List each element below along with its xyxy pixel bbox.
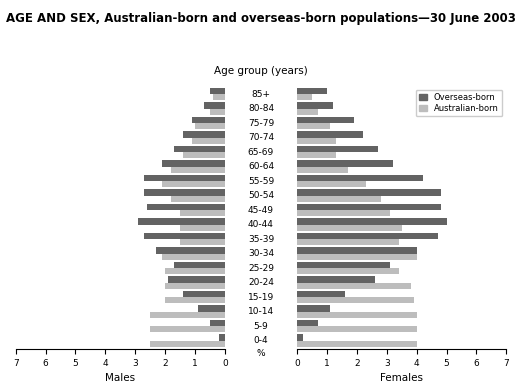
Bar — [138, 218, 225, 225]
Bar — [195, 123, 225, 129]
Bar — [171, 196, 225, 202]
Bar — [180, 210, 225, 216]
Text: Age group (years): Age group (years) — [214, 66, 308, 76]
Bar — [297, 146, 378, 152]
Bar — [150, 326, 225, 332]
Bar — [297, 152, 336, 158]
Bar — [210, 109, 225, 114]
Bar — [192, 138, 225, 144]
Bar — [144, 233, 225, 239]
Bar — [297, 175, 423, 181]
Bar — [297, 204, 441, 210]
Text: %: % — [257, 350, 265, 359]
Text: 25-29: 25-29 — [248, 263, 274, 272]
Bar — [297, 305, 330, 312]
Text: 60-64: 60-64 — [248, 162, 274, 171]
Bar — [162, 181, 225, 187]
Bar — [297, 341, 417, 346]
Text: 15-19: 15-19 — [248, 293, 274, 301]
Bar — [297, 109, 318, 114]
Bar — [297, 334, 303, 341]
Text: 30-34: 30-34 — [248, 249, 274, 258]
Bar — [150, 312, 225, 318]
Bar — [144, 189, 225, 196]
Bar — [297, 326, 417, 332]
Bar — [297, 117, 354, 123]
Bar — [156, 248, 225, 253]
Bar — [297, 210, 389, 216]
Bar — [210, 88, 225, 94]
Bar — [297, 196, 381, 202]
Bar — [297, 262, 389, 268]
Bar — [297, 88, 327, 94]
Text: 45-49: 45-49 — [248, 206, 274, 215]
Bar — [297, 239, 399, 245]
Bar — [165, 268, 225, 274]
Bar — [147, 204, 225, 210]
Text: 0-4: 0-4 — [254, 336, 268, 345]
Bar — [183, 132, 225, 138]
Text: 20-24: 20-24 — [248, 278, 274, 287]
Bar — [162, 253, 225, 260]
Bar — [165, 282, 225, 289]
Bar — [183, 152, 225, 158]
Bar — [219, 334, 225, 341]
Bar — [297, 123, 330, 129]
Bar — [168, 276, 225, 282]
Bar — [174, 262, 225, 268]
Bar — [162, 161, 225, 166]
Text: 80-84: 80-84 — [248, 104, 274, 113]
Bar — [297, 233, 437, 239]
X-axis label: Females: Females — [380, 374, 423, 383]
Text: 5-9: 5-9 — [254, 322, 268, 331]
Bar — [297, 291, 345, 297]
Bar — [174, 146, 225, 152]
Text: 35-39: 35-39 — [248, 234, 274, 244]
Text: 65-69: 65-69 — [248, 147, 274, 156]
Bar — [297, 268, 399, 274]
Bar — [150, 341, 225, 346]
Text: 70-74: 70-74 — [248, 133, 274, 142]
Bar — [297, 102, 333, 109]
Bar — [297, 282, 411, 289]
Bar — [192, 117, 225, 123]
Bar — [297, 253, 417, 260]
Bar — [171, 166, 225, 173]
Bar — [297, 218, 446, 225]
Text: AGE AND SEX, Australian-born and overseas-born populations—30 June 2003: AGE AND SEX, Australian-born and oversea… — [6, 12, 516, 25]
Bar — [297, 161, 393, 166]
Bar — [297, 320, 318, 326]
Bar — [297, 94, 312, 100]
Bar — [213, 94, 225, 100]
Bar — [180, 239, 225, 245]
Bar — [297, 189, 441, 196]
Bar — [297, 132, 363, 138]
Bar — [297, 276, 375, 282]
Bar — [297, 138, 336, 144]
Bar — [297, 248, 417, 253]
Legend: Overseas-born, Australian-born: Overseas-born, Australian-born — [416, 90, 502, 116]
Text: 50-54: 50-54 — [248, 191, 274, 200]
X-axis label: Males: Males — [105, 374, 135, 383]
Bar — [297, 297, 413, 303]
Bar — [297, 166, 348, 173]
Bar — [198, 305, 225, 312]
Bar — [183, 291, 225, 297]
Bar — [297, 181, 366, 187]
Bar — [165, 297, 225, 303]
Text: 40-44: 40-44 — [248, 220, 274, 229]
Text: 75-79: 75-79 — [248, 119, 274, 128]
Text: 85+: 85+ — [252, 90, 270, 99]
Bar — [210, 320, 225, 326]
Text: 10-14: 10-14 — [248, 307, 274, 316]
Bar — [297, 312, 417, 318]
Bar — [180, 225, 225, 230]
Bar — [297, 225, 401, 230]
Bar — [144, 175, 225, 181]
Bar — [204, 102, 225, 109]
Text: 55-59: 55-59 — [248, 177, 274, 185]
